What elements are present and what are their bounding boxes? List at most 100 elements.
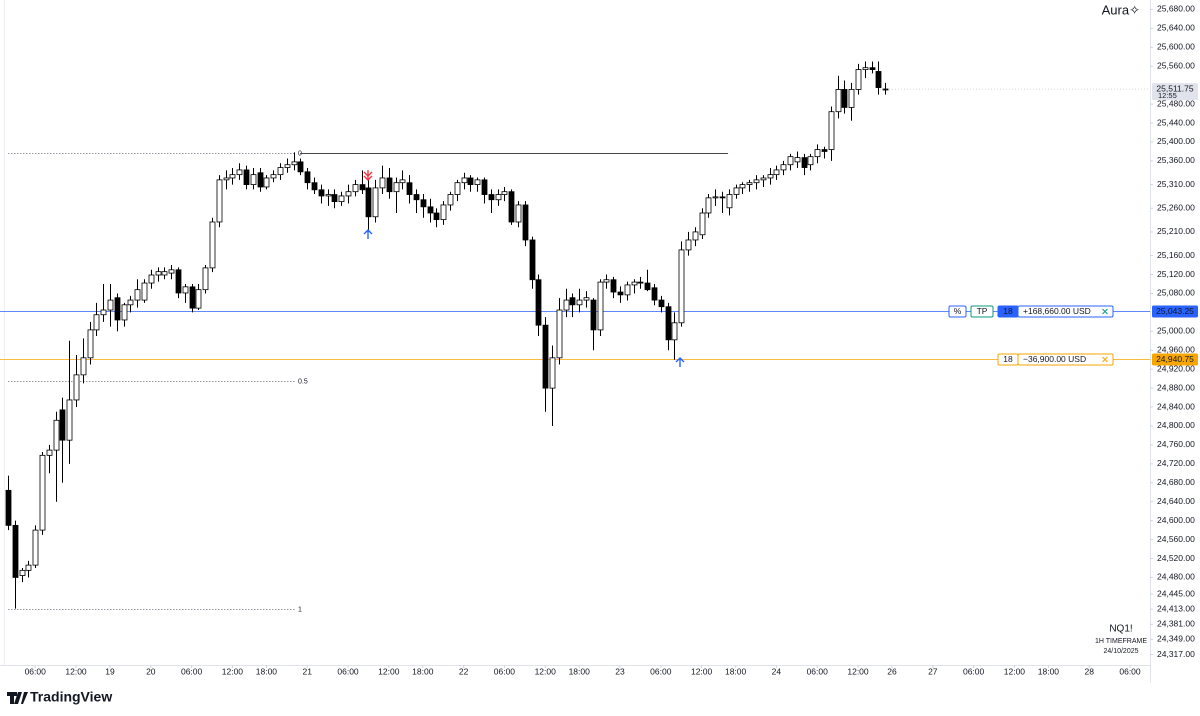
candle-body [855,69,862,90]
x-tick-label: 20 [146,666,156,676]
candle-body [733,187,740,195]
y-tick-label: 25,600.00 [1157,42,1195,52]
y-tick-label: 24,920.00 [1157,363,1195,373]
order-tag: % [954,306,962,316]
timeframe: 1H TIMEFRAME [1095,638,1147,645]
candle-body [66,399,73,441]
y-tick-label: 24,880.00 [1157,382,1195,392]
y-tick-label: 24,317.00 [1157,649,1195,659]
y-tick-label: 24,760.00 [1157,439,1195,449]
candle-body [746,182,753,185]
candle-body [678,249,685,324]
y-tick-label: 25,560.00 [1157,61,1195,71]
candle-body [365,187,372,218]
candle-body [461,177,468,184]
candle-body [19,569,26,576]
candle-body [223,177,230,181]
candle-body [467,177,474,185]
candle-body [311,182,318,191]
candle-body [229,174,236,179]
candle-body [372,187,379,218]
candle-body [501,191,508,195]
x-tick-label: 24 [772,666,782,676]
qty-box [997,305,1019,318]
candle-body [665,306,672,341]
y-tick-label: 24,960.00 [1157,344,1195,354]
candle-body [542,324,549,389]
y-tick-label: 25,360.00 [1157,155,1195,165]
buy-signal-arrow [363,229,373,239]
candle-body [726,194,733,209]
sell-signal-arrow [363,170,373,181]
y-tick-label: 25,000.00 [1157,326,1195,336]
candle-body [692,231,699,241]
candle-body [705,197,712,214]
candle-body [644,282,651,291]
candle-body [821,149,828,152]
candle-body [32,529,39,566]
candle-body [481,179,488,195]
candle-body [161,271,168,276]
order-qty: 18 [1003,306,1013,316]
x-tick-label: 12:00 [847,666,869,676]
y-tick-label: 25,640.00 [1157,23,1195,33]
candle-body [345,191,352,197]
candle-body [189,286,196,309]
candle-body [794,157,801,163]
x-tick-label: 06:00 [807,666,829,676]
candle-body [359,184,366,191]
overlays: 25,680.00 25,640.00 25,600.00 25,560.00 25,4… [25,4,1198,676]
candle-body [447,194,454,206]
candle-body [277,167,284,176]
y-tick-label: 24,413.00 [1157,603,1195,613]
logo-icon [7,692,28,704]
candle-body [420,199,427,208]
candle-body [556,309,563,359]
candle-body [331,194,338,203]
candle-body [209,221,216,269]
x-tick-label: 18:00 [256,666,278,676]
y-tick-label: 25,210.00 [1157,226,1195,236]
candle-body [127,299,134,306]
y-tick-label: 24,560.00 [1157,534,1195,544]
candle-body [576,299,583,306]
candle-body [787,156,794,166]
order-pnl: −36,900.00 USD [1023,354,1086,364]
candle-body [583,297,590,301]
x-tick-label: 23 [615,666,625,676]
x-tick-label: 22 [459,666,469,676]
candle-body [12,524,19,578]
y-tick-label: 24,381.00 [1157,619,1195,629]
y-tick-label: 24,520.00 [1157,553,1195,563]
candle-body [835,89,842,113]
close-order-button[interactable] [1102,308,1108,315]
candle-body [155,271,162,276]
y-tick-label: 25,120.00 [1157,269,1195,279]
close-order-button[interactable] [1102,356,1108,363]
candle-body [325,194,332,197]
candle-body [651,287,658,301]
price-label-box [1152,305,1198,318]
candle-body [685,239,692,251]
qty-box [997,353,1019,366]
x-tick-label: 06:00 [963,666,985,676]
tag-box [948,305,967,318]
order-panel: +168,660.00 USD 18 TP% [948,305,1114,318]
candle-body [549,357,556,389]
candle-body [617,291,624,296]
candle-body [869,67,876,70]
y-tick-label: 25,400.00 [1157,136,1195,146]
candle-body [807,156,814,166]
candle-body [121,304,128,321]
order-qty: 18 [1003,354,1013,364]
candle-body [59,409,66,441]
candle-body [257,172,264,188]
candle-body [739,184,746,189]
symbol: NQ1! [1109,624,1132,635]
y-tick-label: 25,310.00 [1157,179,1195,189]
candle-body [175,269,182,294]
y-tick-label: 25,680.00 [1157,4,1195,14]
price-label: 24,940.75 [1156,354,1194,364]
last-price: 25,511.75 [1156,83,1193,93]
